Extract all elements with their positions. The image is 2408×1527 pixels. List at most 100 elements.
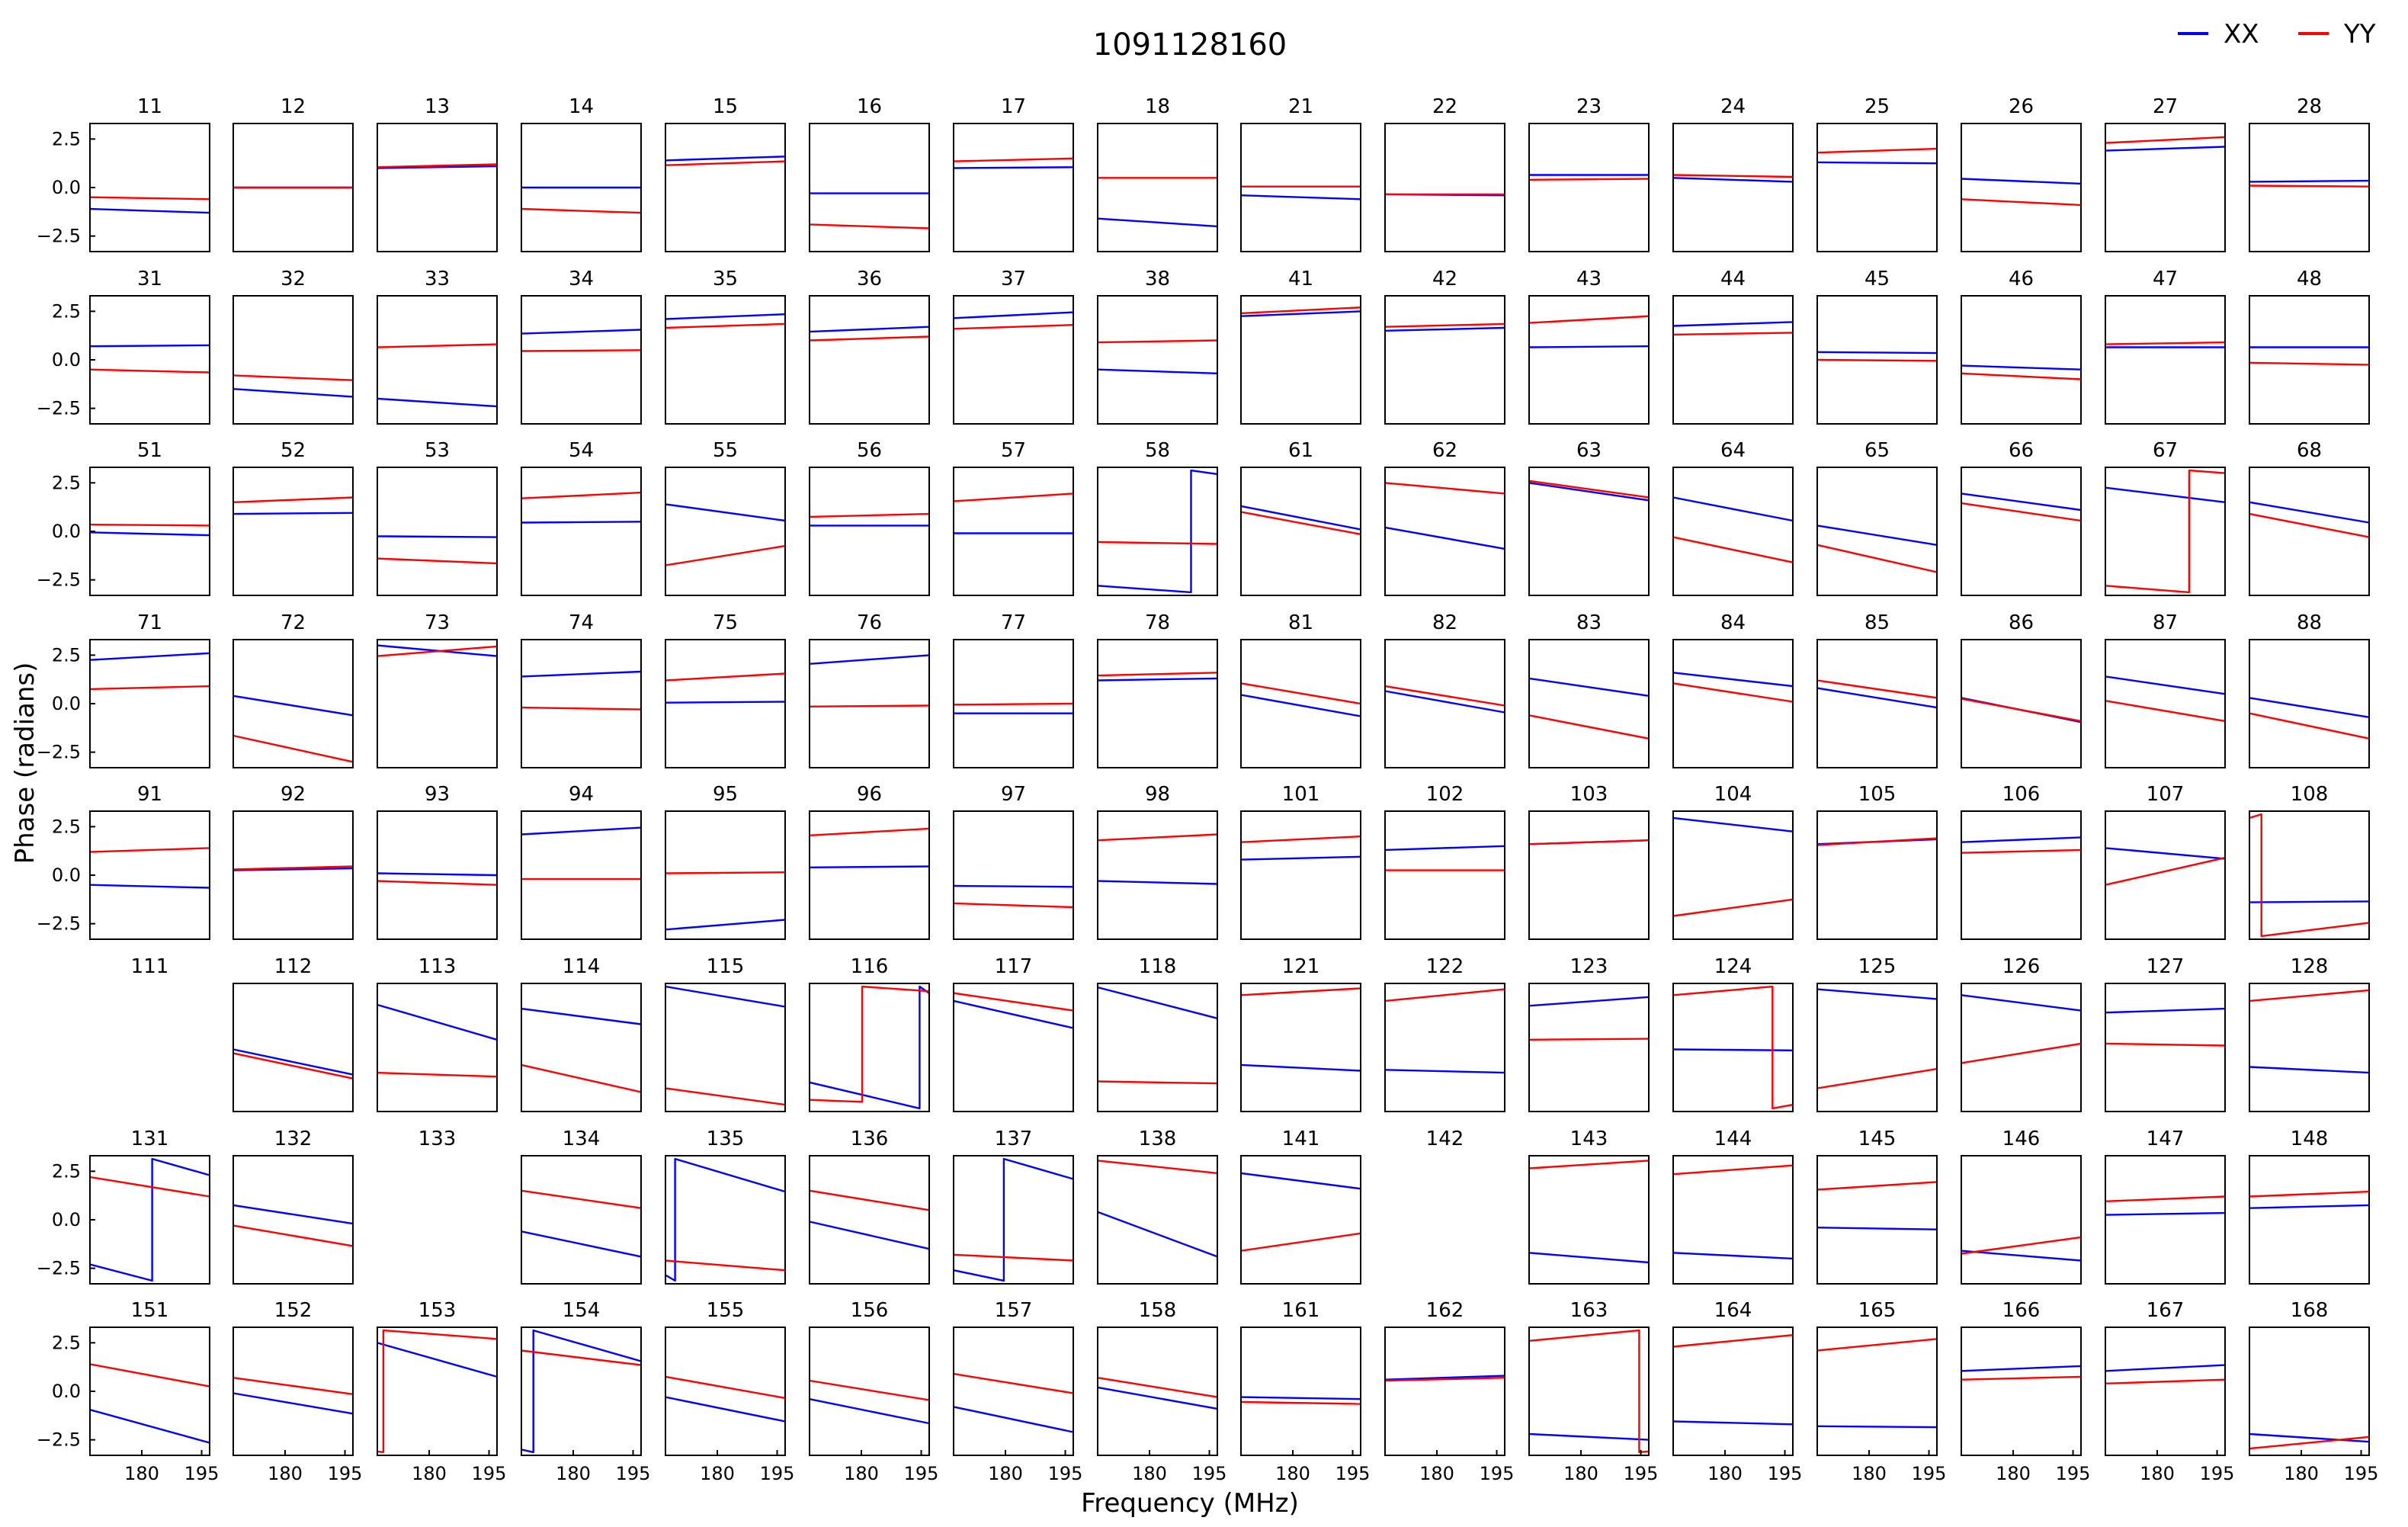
panel-frame bbox=[89, 123, 210, 252]
series-yy-line bbox=[89, 847, 210, 853]
panel-grid: 112.50.0−2.512 13 14 15 16 17 18 21 22 23 24 25 26 27… bbox=[37, 95, 2379, 1484]
series-yy-line bbox=[2249, 1436, 2370, 1450]
x-tick-label: 180 bbox=[268, 1463, 303, 1484]
x-tick-label: 180 bbox=[412, 1463, 447, 1484]
panel-frame bbox=[1097, 467, 1218, 596]
series-yy-line bbox=[1672, 898, 1794, 917]
series-yy-line bbox=[89, 1176, 210, 1198]
panel-153: 153 180 195 bbox=[377, 1299, 506, 1484]
series-xx-line bbox=[521, 1230, 642, 1258]
panel-75: 75 bbox=[665, 611, 786, 768]
series-xx-line bbox=[1672, 496, 1794, 522]
series-xx-line bbox=[1672, 672, 1794, 688]
panel-title: 97 bbox=[1001, 783, 1026, 806]
series-xx-line bbox=[377, 535, 498, 538]
y-tick-label: 0.0 bbox=[52, 177, 81, 198]
panel-138: 138 bbox=[1097, 1128, 1218, 1285]
panel-115: 115 bbox=[665, 955, 786, 1112]
series-yy-line bbox=[665, 1259, 786, 1272]
panel-42: 42 bbox=[1384, 268, 1505, 425]
panel-title: 57 bbox=[1001, 439, 1026, 462]
series-yy-line bbox=[953, 324, 1074, 330]
series-xx-line bbox=[232, 867, 354, 871]
panel-title: 42 bbox=[1432, 268, 1457, 290]
panel-114: 114 bbox=[521, 955, 642, 1112]
series-yy-line bbox=[232, 1052, 354, 1079]
panel-frame bbox=[377, 1327, 498, 1456]
panel-title: 108 bbox=[2291, 783, 2329, 806]
y-tick-label: 0.0 bbox=[52, 1209, 81, 1230]
panel-title: 16 bbox=[857, 95, 882, 118]
legend-xx-label: XX bbox=[2224, 19, 2259, 50]
panel-frame bbox=[1097, 1327, 1218, 1456]
panel-title: 103 bbox=[1570, 783, 1608, 806]
panel-frame bbox=[1528, 1327, 1650, 1456]
series-xx-line bbox=[1384, 526, 1505, 550]
y-tick-label: −2.5 bbox=[37, 1258, 81, 1279]
series-yy-line bbox=[521, 1349, 642, 1366]
series-xx-line bbox=[2249, 1432, 2370, 1443]
panel-11: 11 2.5 0.0 −2.5 bbox=[37, 95, 210, 252]
panel-frame bbox=[809, 810, 930, 940]
series-xx-line bbox=[665, 156, 786, 162]
series-yy-line bbox=[665, 544, 786, 566]
panel-frame bbox=[2249, 810, 2370, 940]
panel-frame bbox=[1816, 810, 1938, 940]
panel-frame bbox=[1528, 123, 1650, 252]
series-xx-line bbox=[232, 1392, 354, 1415]
panel-title: 35 bbox=[713, 268, 738, 290]
series-yy-line bbox=[377, 1329, 498, 1454]
panel-frame bbox=[953, 983, 1074, 1112]
panel-158: 158 180 195 bbox=[1097, 1299, 1226, 1484]
series-yy-line bbox=[953, 992, 1074, 1012]
panel-frame bbox=[1961, 983, 2082, 1112]
series-yy-line bbox=[2105, 856, 2226, 886]
series-xx-line bbox=[1240, 505, 1361, 531]
panel-title: 115 bbox=[707, 955, 745, 978]
series-yy-line bbox=[1672, 1164, 1794, 1176]
series-yy-line bbox=[232, 1377, 354, 1395]
panel-title: 158 bbox=[1139, 1299, 1177, 1322]
panel-frame bbox=[809, 983, 930, 1112]
panel-46: 46 bbox=[1961, 268, 2082, 425]
x-tick-label: 180 bbox=[700, 1463, 735, 1484]
panel-frame bbox=[2249, 123, 2370, 252]
panel-58: 58 bbox=[1097, 439, 1218, 596]
panel-146: 146 bbox=[1961, 1128, 2082, 1285]
series-xx-line bbox=[232, 1048, 354, 1076]
panel-frame bbox=[1384, 1327, 1505, 1456]
panel-frame bbox=[1672, 639, 1794, 768]
panel-62: 62 bbox=[1384, 439, 1505, 596]
panel-title: 111 bbox=[131, 955, 169, 978]
panel-frame bbox=[2249, 639, 2370, 768]
panel-122: 122 bbox=[1384, 955, 1505, 1112]
series-xx-line bbox=[232, 512, 354, 515]
panel-frame bbox=[1816, 1155, 1938, 1285]
panel-frame bbox=[953, 123, 1074, 252]
panel-87: 87 bbox=[2105, 611, 2226, 768]
panel-147: 147 bbox=[2105, 1128, 2226, 1285]
panel-title: 118 bbox=[1139, 955, 1177, 978]
series-yy-line bbox=[2105, 469, 2226, 594]
panel-frame bbox=[521, 295, 642, 425]
series-xx-line bbox=[89, 652, 210, 661]
y-tick-label: 0.0 bbox=[52, 521, 81, 542]
panel-title: 168 bbox=[2291, 1299, 2329, 1322]
y-tick-label: −2.5 bbox=[37, 913, 81, 935]
series-xx-line bbox=[1528, 1432, 1650, 1441]
panel-title: 12 bbox=[281, 95, 306, 118]
panel-title: 24 bbox=[1720, 95, 1746, 118]
panel-title: 137 bbox=[995, 1128, 1033, 1150]
series-xx-line bbox=[809, 1221, 930, 1250]
series-yy-line bbox=[521, 207, 642, 214]
panel-title: 76 bbox=[857, 611, 882, 634]
panel-title: 25 bbox=[1865, 95, 1890, 118]
series-yy-line bbox=[2105, 700, 2226, 723]
series-xx-line bbox=[1240, 694, 1361, 717]
series-xx-line bbox=[232, 388, 354, 398]
panel-frame bbox=[1384, 983, 1505, 1112]
series-yy-line bbox=[1961, 1042, 2082, 1064]
series-yy-line bbox=[1816, 147, 1938, 154]
panel-126: 126 bbox=[1961, 955, 2082, 1112]
panel-17: 17 bbox=[953, 95, 1074, 252]
